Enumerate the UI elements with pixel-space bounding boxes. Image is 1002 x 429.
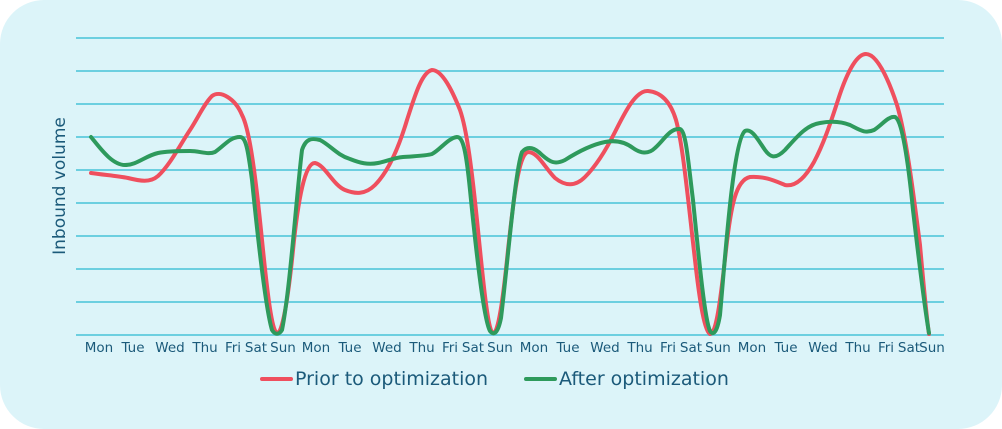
series-after-line — [89, 114, 931, 336]
x-tick-label: Tue — [338, 340, 362, 356]
x-tick-label: Mon — [301, 340, 331, 356]
legend-item-after: After optimization — [524, 368, 729, 390]
x-tick-label: Mon — [737, 340, 767, 356]
x-axis-labels: Mon Tue Wed Thu Fri Sat Sun Mon Tue Wed … — [0, 340, 1002, 362]
x-tick-label: Fri — [224, 340, 242, 356]
x-tick-label: Fri — [441, 340, 459, 356]
legend-label-prior: Prior to optimization — [295, 368, 489, 390]
x-tick-label: Tue — [774, 340, 798, 356]
x-tick-label: Sat — [679, 340, 703, 356]
x-tick-label: Wed — [808, 340, 838, 356]
x-tick-label: Mon — [84, 340, 114, 356]
x-tick-label: Sun — [487, 340, 513, 356]
x-tick-label: Sun — [919, 340, 945, 356]
legend-swatch-green-line-icon — [524, 377, 557, 381]
x-tick-label: Wed — [155, 340, 185, 356]
series-prior-line — [89, 52, 931, 336]
x-tick-label: Sun — [270, 340, 296, 356]
x-tick-label: Thu — [192, 340, 218, 356]
x-tick-label: Sat — [461, 340, 485, 356]
gridlines — [76, 37, 944, 336]
x-tick-label: Thu — [845, 340, 871, 356]
x-tick-label: Thu — [409, 340, 435, 356]
y-axis-label: Inbound volume — [50, 117, 70, 255]
legend-label-after: After optimization — [559, 368, 729, 390]
x-tick-label: Mon — [519, 340, 549, 356]
x-tick-label: Fri — [877, 340, 895, 356]
chart-legend: Prior to optimization After optimization — [0, 368, 1002, 398]
x-tick-label: Wed — [590, 340, 620, 356]
legend-item-prior: Prior to optimization — [260, 368, 488, 390]
x-tick-label: Fri — [659, 340, 677, 356]
x-tick-label: Thu — [627, 340, 653, 356]
legend-swatch-red-line-icon — [260, 377, 293, 381]
x-tick-label: Wed — [372, 340, 402, 356]
x-tick-label: Tue — [556, 340, 580, 356]
x-tick-label: Sun — [705, 340, 731, 356]
x-tick-label: Sat — [897, 340, 921, 356]
x-tick-label: Tue — [121, 340, 145, 356]
x-tick-label: Sat — [244, 340, 268, 356]
